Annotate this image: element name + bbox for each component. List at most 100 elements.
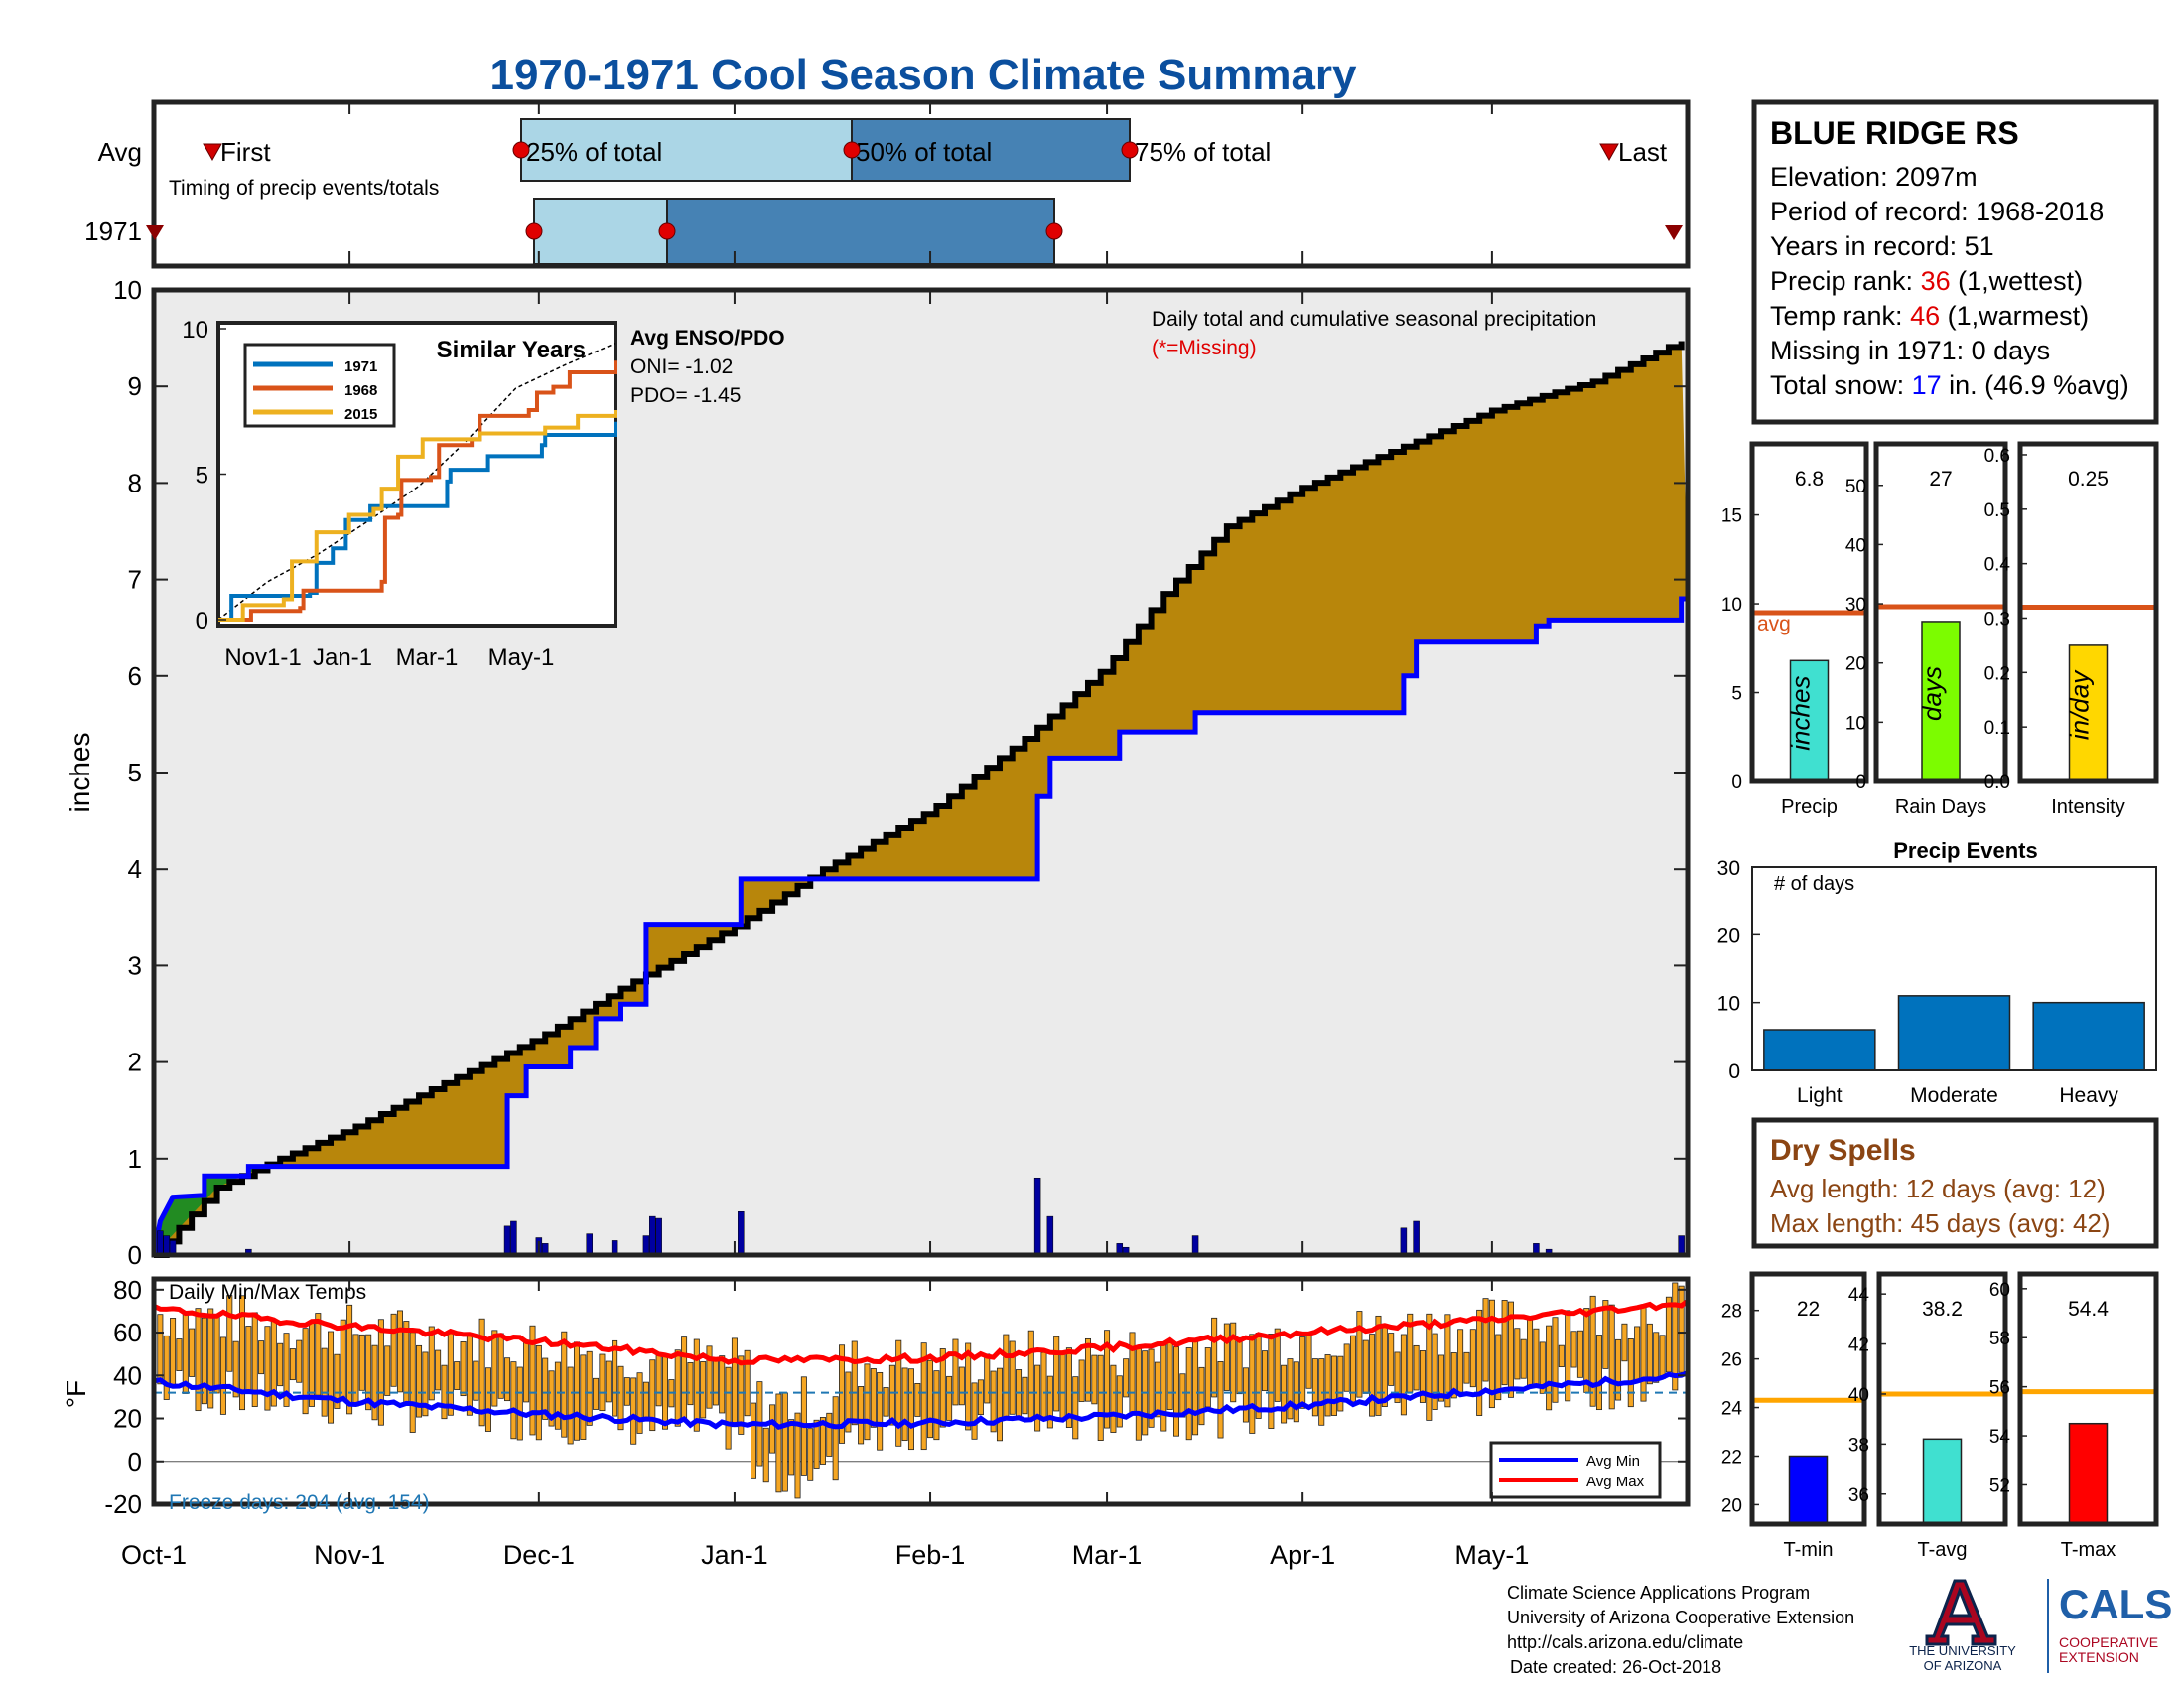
daily-temp-bar	[473, 1360, 479, 1401]
daily-temp-bar	[586, 1350, 593, 1426]
stat-y-tick-label: 28	[1721, 1302, 1742, 1323]
ua-a-icon	[1925, 1579, 1997, 1646]
daily-temp-bar	[1179, 1373, 1186, 1418]
daily-temp-bar	[1426, 1313, 1433, 1421]
daily-precip-bar	[163, 1235, 170, 1256]
daily-temp-bar	[365, 1334, 372, 1411]
stat-y-tick-label: 54	[1989, 1427, 2011, 1448]
daily-temp-bar	[1621, 1323, 1628, 1362]
legend-avg-min-label: Avg Min	[1586, 1453, 1640, 1470]
daily-temp-bar	[340, 1319, 346, 1399]
daily-temp-bar	[725, 1366, 732, 1450]
daily-temp-bar	[920, 1342, 927, 1451]
daily-temp-bar	[933, 1370, 940, 1441]
temperature-chart: -20 0 20 40 60 80 Daily Min/Max Temps °F Free…	[61, 1275, 1691, 1519]
temp-plot-area	[154, 1279, 1688, 1504]
daily-temp-bar	[1546, 1325, 1553, 1411]
daily-temp-bar	[851, 1340, 858, 1426]
daily-precip-bar	[655, 1217, 662, 1256]
daily-temp-bar	[731, 1337, 738, 1428]
1971-q50-q75-box	[666, 198, 1055, 265]
inset-y-tick-label: 5	[196, 463, 208, 490]
daily-temp-bar	[428, 1326, 435, 1401]
stat-y-tick-label: 36	[1848, 1485, 1869, 1506]
stat-y-tick-label: 60	[1989, 1280, 2010, 1301]
daily-temp-bar	[642, 1381, 649, 1421]
daily-temp-bar	[283, 1333, 290, 1407]
daily-temp-bar	[1110, 1364, 1117, 1433]
daily-temp-bar	[504, 1357, 511, 1402]
daily-temp-bar	[883, 1387, 889, 1417]
daily-temp-bar	[1040, 1351, 1047, 1421]
ua-line2: OF ARIZONA	[1924, 1658, 2002, 1673]
daily-temp-bar	[157, 1314, 164, 1385]
daily-temp-bar	[573, 1341, 580, 1441]
dry-spells-title: Dry Spells	[1770, 1134, 1916, 1167]
stat-y-tick-label: 20	[1845, 654, 1866, 675]
daily-temp-bar	[1330, 1355, 1337, 1416]
stat-value-label: 38.2	[1922, 1298, 1963, 1321]
daily-temp-bar	[990, 1370, 997, 1433]
daily-precip-bar	[649, 1215, 656, 1256]
daily-temp-bar	[1482, 1298, 1489, 1382]
daily-temp-bar	[826, 1412, 833, 1457]
daily-temp-bar	[1400, 1334, 1407, 1416]
station-frame	[1751, 99, 2159, 425]
daily-temp-bar	[289, 1348, 296, 1381]
1971-last-marker	[1665, 225, 1683, 240]
daily-temp-bar	[1242, 1367, 1249, 1423]
daily-temp-bar	[1022, 1376, 1028, 1415]
stat-panel-label: T-max	[2061, 1539, 2116, 1561]
daily-temp-bar	[232, 1340, 239, 1398]
daily-temp-bar	[1148, 1348, 1155, 1428]
daily-temp-bar	[1444, 1314, 1451, 1408]
stat-y-tick-label: 20	[1721, 1495, 1742, 1516]
daily-temp-bar	[308, 1321, 315, 1407]
daily-temp-bar	[744, 1349, 751, 1417]
stat-y-tick-label: 58	[1989, 1329, 2010, 1349]
daily-precip-bar	[1678, 1235, 1685, 1256]
daily-temp-bar	[1576, 1330, 1583, 1378]
daily-temp-bar	[435, 1349, 442, 1391]
freeze-days-label: Freeze days: 204 (avg. 154)	[169, 1491, 430, 1514]
daily-temp-bar	[258, 1340, 265, 1375]
dry-spells-frame	[1751, 1117, 2159, 1249]
daily-temp-bar	[649, 1359, 656, 1432]
daily-temp-bar	[1078, 1359, 1085, 1402]
daily-temp-bar	[1268, 1334, 1275, 1429]
daily-temp-bar	[775, 1393, 782, 1493]
month-tick-label: Dec-1	[503, 1540, 575, 1570]
daily-temp-bar	[510, 1361, 517, 1440]
stat-value-label: 0.25	[2068, 468, 2109, 491]
stat-panel-label: Rain Days	[1895, 796, 1986, 818]
stat-bar-precip	[1789, 659, 1830, 782]
station-period: Period of record: 1968-2018	[1770, 197, 2104, 226]
daily-temp-bar	[1343, 1343, 1350, 1392]
daily-precip-bar	[1033, 1177, 1041, 1256]
inset-y-tick-label: 0	[196, 608, 208, 634]
daily-temp-bar	[1091, 1354, 1098, 1405]
daily-temp-bar	[1514, 1328, 1521, 1380]
daily-temp-bar	[939, 1348, 946, 1428]
stat-value-label: 54.4	[2068, 1298, 2109, 1321]
daily-temp-bar	[623, 1377, 630, 1406]
daily-temp-bar	[516, 1366, 523, 1441]
precip-events-chart: Precip Events Light Moderate Heavy0102030 …	[1717, 838, 2157, 1107]
last-label: Last	[1618, 137, 1668, 167]
daily-temp-bar	[1198, 1366, 1205, 1426]
daily-temp-bar	[296, 1339, 303, 1383]
daily-temp-bar	[1539, 1341, 1546, 1394]
daily-temp-bar	[769, 1404, 776, 1454]
dry-spells-avg: Avg length: 12 days (avg: 12)	[1770, 1174, 2106, 1203]
stat-y-tick-label: 0.1	[1984, 718, 2010, 739]
avg-q25-q50-box	[520, 118, 853, 182]
stat-y-tick-label: 22	[1721, 1447, 1742, 1468]
daily-temp-bar	[1533, 1328, 1540, 1386]
daily-temp-bar	[1097, 1354, 1104, 1441]
daily-temp-bar	[870, 1368, 877, 1428]
first-label: First	[220, 137, 271, 167]
inset-x-tick-label: Mar-1	[396, 644, 459, 671]
stat-panels: 6.8 0 5 10 15 Precip inches avg 27 0 10 20 30 40 50 Rai…	[1721, 441, 2159, 1561]
